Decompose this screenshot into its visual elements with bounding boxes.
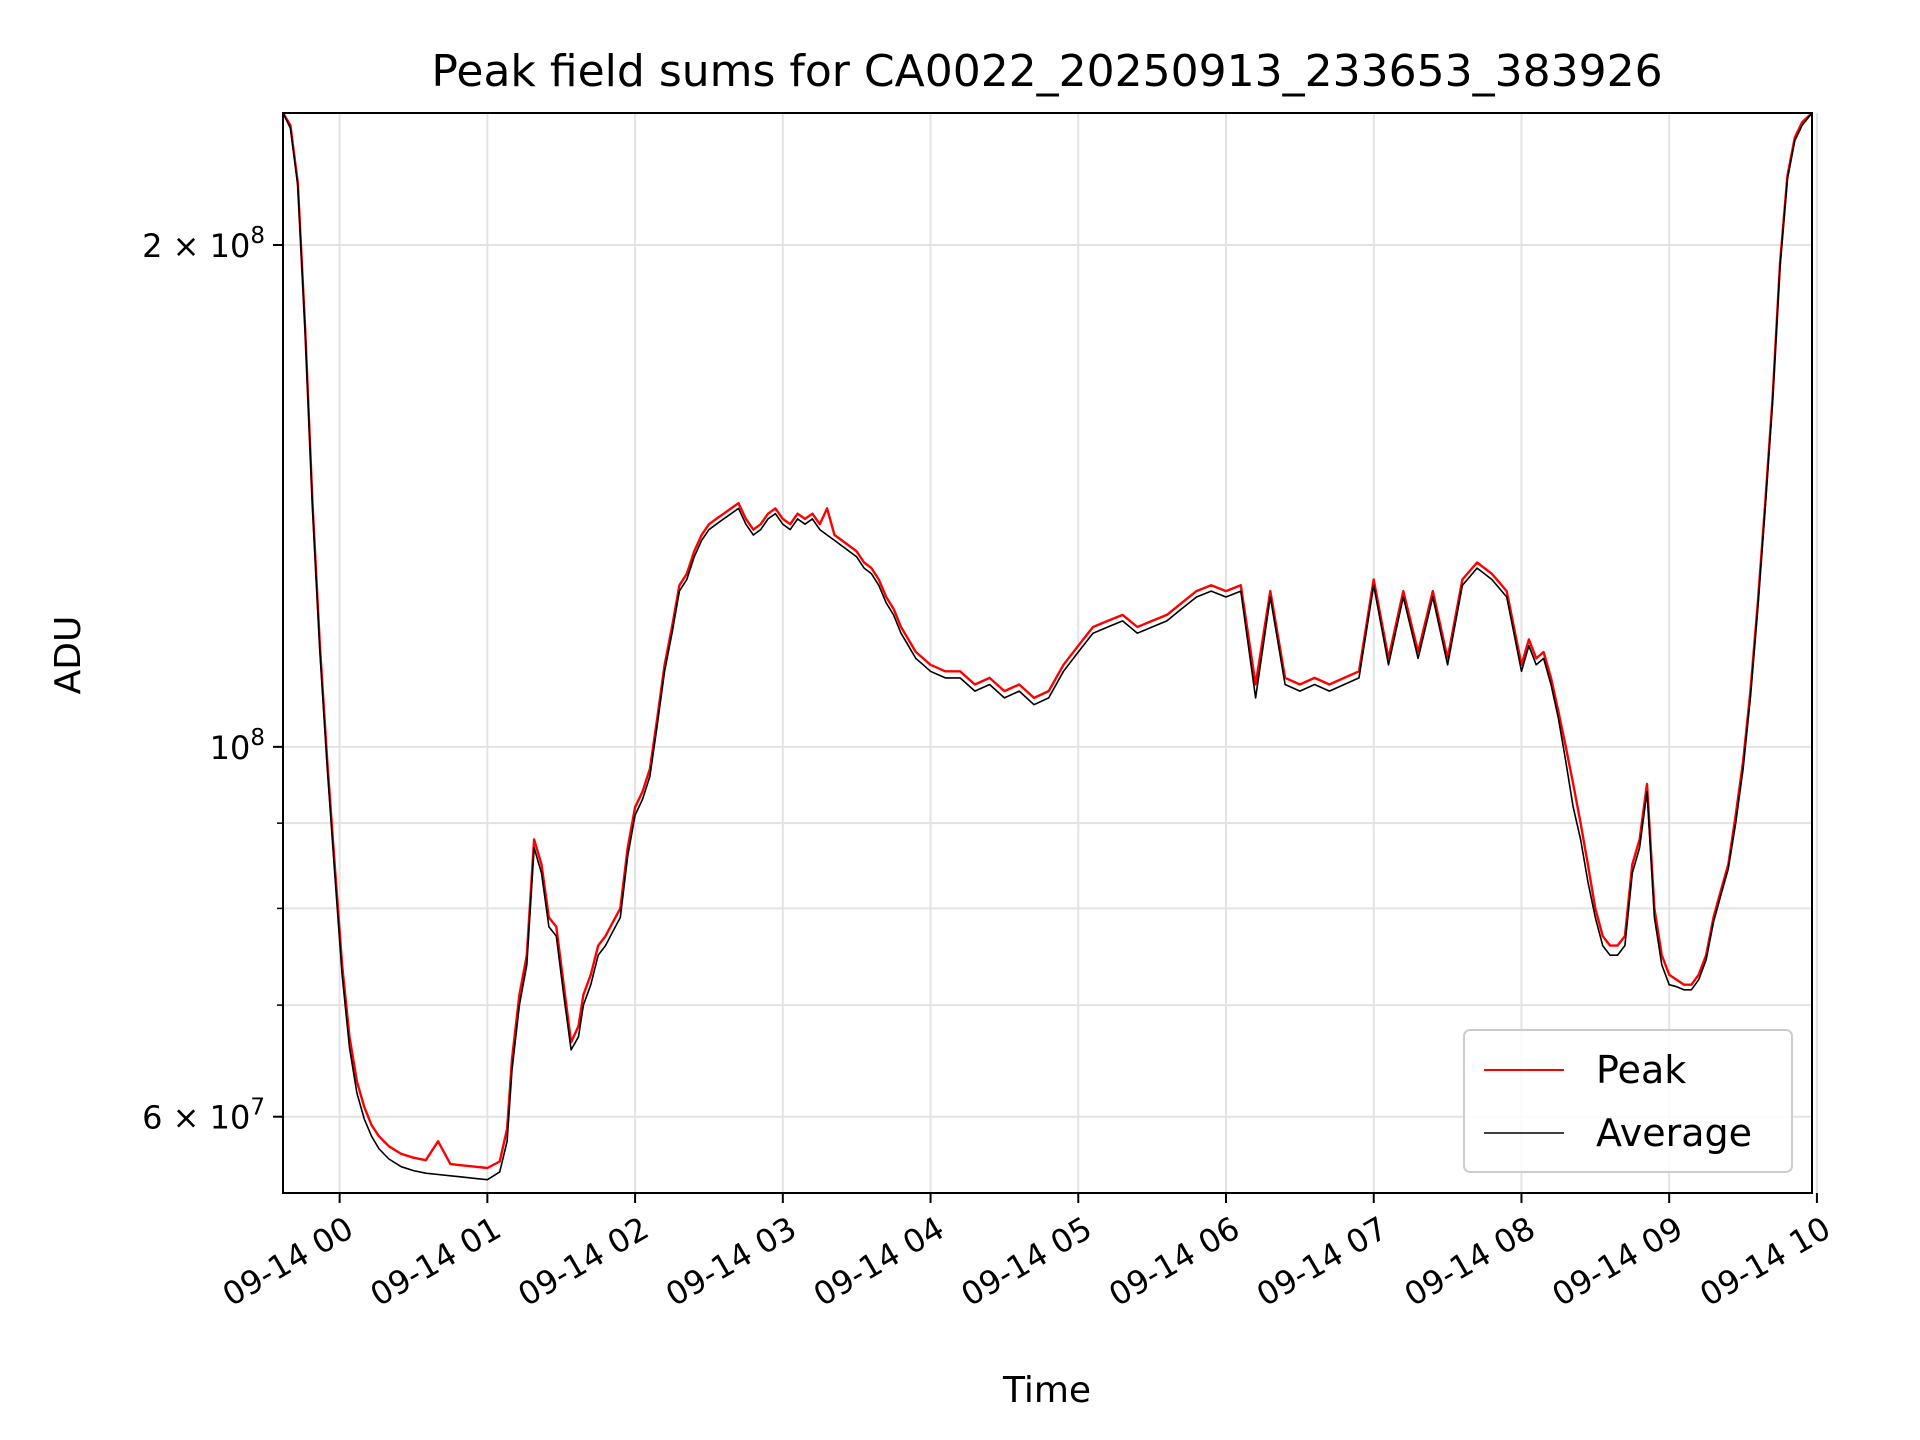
legend-box <box>1463 1029 1793 1173</box>
x-axis-label: Time <box>1002 1370 1091 1411</box>
y-tick-label: 6 × 107 <box>142 1095 265 1137</box>
chart-title: Peak field sums for CA0022_20250913_2336… <box>431 46 1662 97</box>
plot-frame <box>282 112 1813 1194</box>
series-lines <box>281 112 1813 1181</box>
series-line-average <box>282 112 1813 1181</box>
y-axis-label: ADU <box>48 616 89 695</box>
legend-label-peak: Peak <box>1596 1048 1686 1092</box>
legend: Peak Average <box>1463 1029 1793 1173</box>
series-line-peak <box>281 112 1813 1170</box>
legend-label-average: Average <box>1596 1111 1752 1155</box>
y-axis-ticks: 6 × 107 108 2 × 108 <box>142 223 283 1137</box>
y-tick-label: 108 <box>210 725 265 767</box>
y-tick-label: 2 × 108 <box>142 223 265 265</box>
